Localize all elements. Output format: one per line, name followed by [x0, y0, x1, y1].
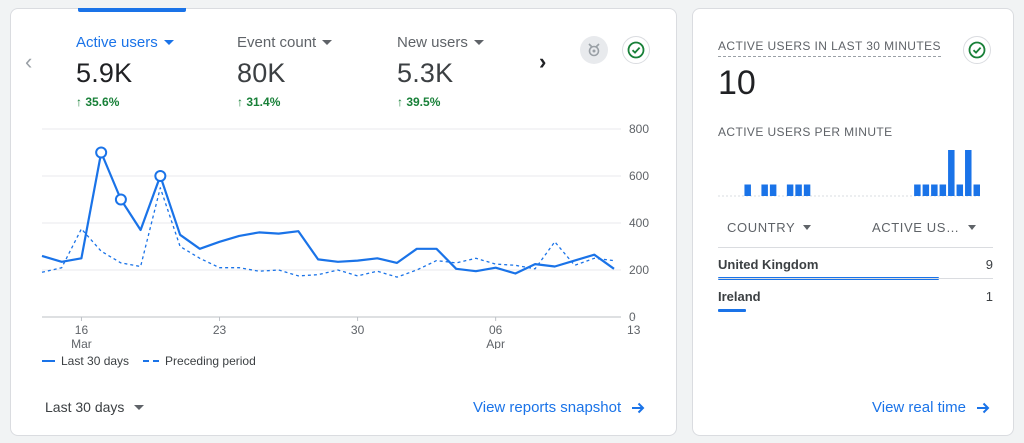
chevron-right-icon[interactable]: ›	[539, 49, 547, 74]
per-minute-bar	[922, 184, 930, 196]
link-label: View real time	[872, 399, 966, 416]
arrow-right-icon	[632, 402, 645, 413]
arrow-right-icon	[976, 402, 990, 413]
link-label: View reports snapshot	[473, 399, 622, 416]
legend-label: Preceding period	[165, 354, 256, 368]
column-header-label: COUNTRY	[727, 220, 796, 235]
check-circle-icon[interactable]	[963, 36, 991, 64]
share-bar	[718, 309, 746, 312]
active-metric-indicator	[78, 8, 186, 12]
realtime-card: ACTIVE USERS IN LAST 30 MINUTES 10 ACTIV…	[692, 8, 1014, 436]
y-tick-label: 0	[629, 310, 636, 324]
per-minute-bar	[939, 184, 947, 196]
x-tick-label: 06	[489, 323, 503, 337]
metric-value: 5.3K	[397, 58, 454, 88]
metric-label: New users	[397, 34, 468, 51]
table-row[interactable]: United Kingdom 9	[718, 257, 993, 287]
view-real-time-link[interactable]: View real time	[872, 399, 990, 416]
x-tick-label: 16	[75, 323, 89, 337]
y-tick-label: 600	[629, 169, 649, 183]
per-minute-bar	[795, 184, 802, 196]
caret-down-icon	[134, 404, 145, 410]
metric-label: Event count	[237, 34, 317, 51]
insights-icon[interactable]	[580, 36, 608, 64]
legend-item-previous: Preceding period	[143, 354, 256, 368]
caret-down-icon	[322, 40, 333, 45]
per-minute-bar	[948, 150, 955, 196]
active-users-value: 1	[985, 289, 993, 304]
date-range-selector[interactable]: Last 30 days	[45, 399, 145, 415]
metric-value: 5.9K	[76, 58, 133, 88]
caret-down-icon	[163, 40, 174, 45]
table-row[interactable]: Ireland 1	[718, 289, 993, 319]
dashed-line-swatch	[143, 360, 160, 362]
per-minute-label: ACTIVE USERS PER MINUTE	[718, 125, 893, 139]
metric-change: ↑ 35.6%	[76, 95, 120, 109]
column-header-label: ACTIVE US…	[872, 220, 960, 235]
view-reports-snapshot-link[interactable]: View reports snapshot	[473, 399, 645, 416]
per-minute-bar	[973, 184, 980, 196]
overview-card: ‹ Active users 5.9K ↑ 35.6% Event count …	[10, 8, 677, 436]
x-tick-label: 30	[351, 323, 365, 337]
x-tick-label: 13	[627, 323, 641, 337]
table-divider	[718, 278, 993, 279]
metric-change: ↑ 39.5%	[397, 95, 441, 109]
series-line-preceding-period	[41, 187, 615, 278]
data-point-marker	[154, 170, 167, 182]
realtime-count: 10	[718, 64, 756, 102]
column-header-active-users[interactable]: ACTIVE US…	[872, 220, 976, 235]
per-minute-bar	[744, 184, 751, 196]
per-minute-bar	[914, 184, 921, 196]
date-range-label: Last 30 days	[45, 399, 125, 415]
per-minute-bar	[931, 184, 938, 196]
per-minute-bar	[786, 184, 794, 196]
metric-value: 80K	[237, 58, 286, 88]
metric-event-count[interactable]: Event count 80K ↑ 31.4%	[237, 34, 333, 109]
active-users-value: 9	[985, 257, 993, 272]
metric-label: Active users	[76, 34, 158, 51]
metric-new-users[interactable]: New users 5.3K ↑ 39.5%	[397, 34, 484, 109]
per-minute-bar	[956, 184, 964, 196]
legend-item-current: Last 30 days	[42, 354, 129, 368]
y-tick-label: 800	[629, 122, 649, 136]
y-tick-label: 200	[629, 263, 649, 277]
series-line-last-30-days	[41, 151, 615, 275]
y-tick-label: 400	[629, 216, 649, 230]
per-minute-bar-chart	[718, 150, 981, 197]
check-circle-icon[interactable]	[622, 36, 650, 64]
per-minute-bar	[761, 184, 768, 196]
data-point-marker	[114, 193, 127, 206]
column-header-country[interactable]: COUNTRY	[727, 220, 812, 235]
x-tick-sublabel: Mar	[71, 337, 92, 349]
per-minute-bar	[769, 184, 777, 196]
realtime-title: ACTIVE USERS IN LAST 30 MINUTES	[718, 39, 941, 57]
country-name: United Kingdom	[718, 257, 819, 272]
chart-legend: Last 30 days Preceding period	[42, 354, 256, 368]
legend-label: Last 30 days	[61, 354, 130, 368]
metric-active-users[interactable]: Active users 5.9K ↑ 35.6%	[76, 34, 174, 109]
caret-down-icon	[967, 225, 976, 230]
country-name: Ireland	[718, 289, 761, 304]
chevron-left-icon[interactable]: ‹	[25, 49, 33, 74]
x-tick-label: 23	[213, 323, 227, 337]
per-minute-bar	[803, 184, 811, 196]
metric-change: ↑ 31.4%	[237, 95, 281, 109]
per-minute-bar	[965, 150, 972, 196]
table-divider	[718, 247, 993, 248]
x-tick-sublabel: Apr	[486, 337, 505, 349]
solid-line-swatch	[42, 360, 55, 362]
caret-down-icon	[473, 40, 484, 45]
caret-down-icon	[803, 225, 812, 230]
data-point-marker	[95, 146, 108, 159]
